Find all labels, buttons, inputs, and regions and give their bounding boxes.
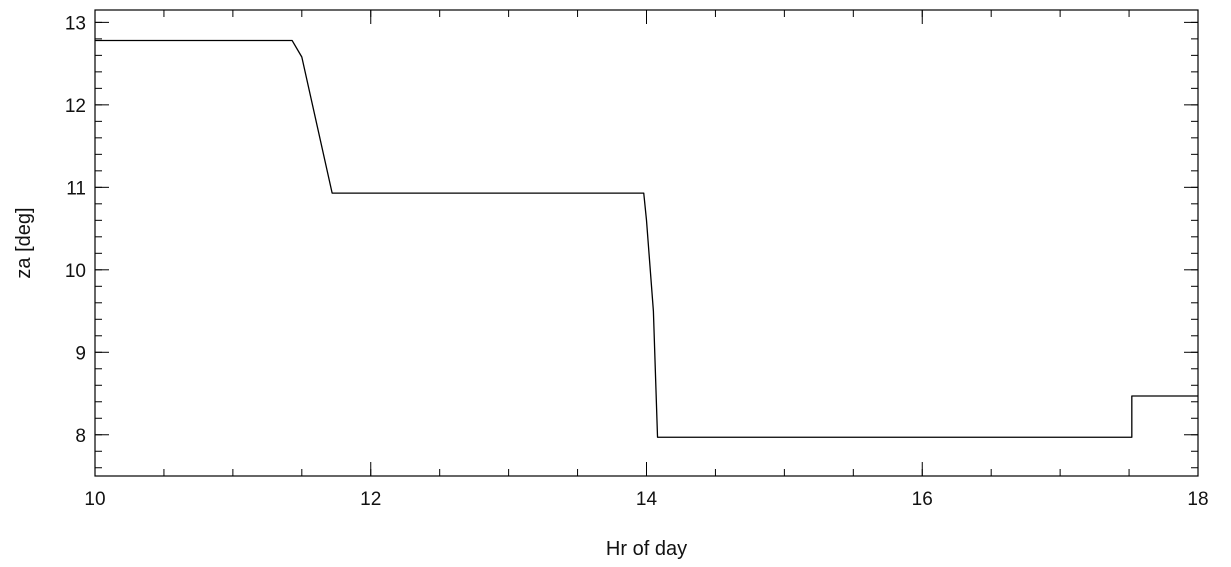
x-tick-label: 18: [1187, 489, 1208, 510]
y-tick-label: 10: [65, 261, 86, 282]
x-tick-label: 10: [84, 489, 105, 510]
x-axis-title: Hr of day: [606, 538, 687, 560]
y-tick-label: 12: [65, 96, 86, 117]
x-tick-label: 16: [912, 489, 933, 510]
y-axis-title: za [deg]: [13, 207, 35, 278]
y-tick-label: 13: [65, 13, 86, 34]
y-tick-label: 9: [75, 343, 86, 364]
y-tick-label: 8: [75, 426, 86, 447]
series-line-za: [95, 39, 1198, 438]
x-tick-label: 12: [360, 489, 381, 510]
y-tick-label: 11: [66, 178, 86, 199]
x-tick-label: 14: [636, 489, 658, 510]
plot-frame: [94, 9, 1199, 477]
tick-labels: 10 12 14 16 18 8 9 10 11 12 13: [65, 13, 1209, 510]
axis-ticks: [94, 10, 1199, 476]
